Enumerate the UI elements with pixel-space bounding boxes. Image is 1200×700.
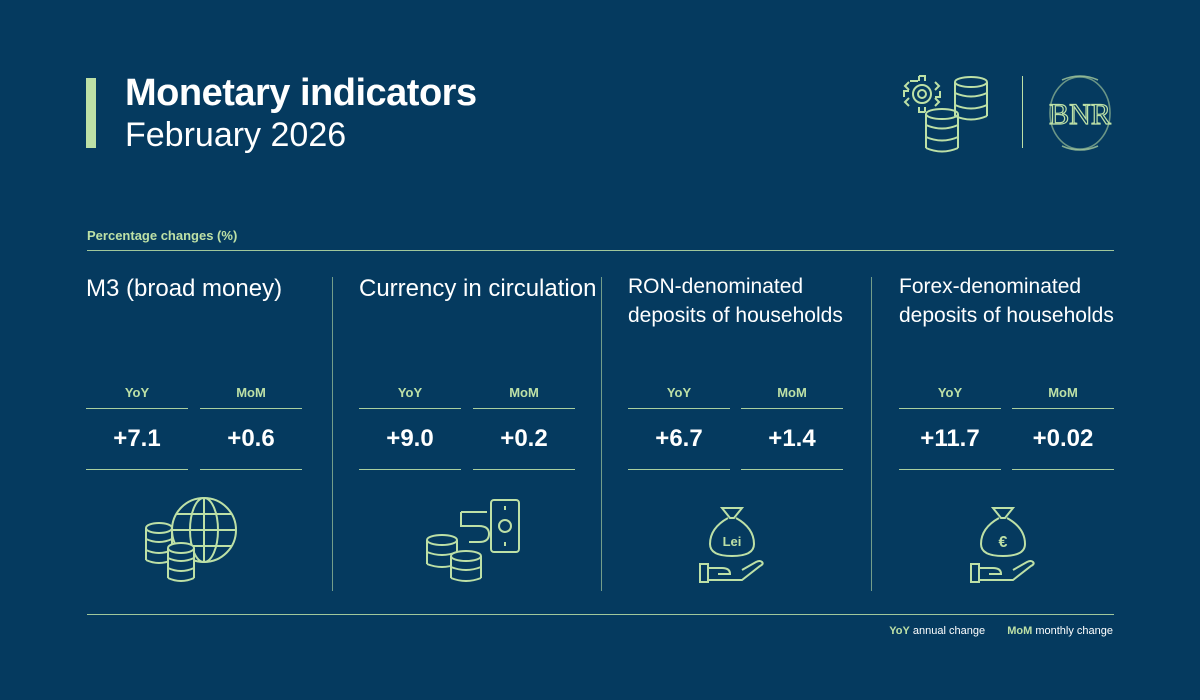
yoy-value: +9.0 [386,425,434,452]
mom-label: MoM [509,385,539,400]
gear-coins-icon [903,75,988,153]
legend-mom-abbr: MoM [1007,625,1033,637]
legend-yoy-text: annual change [912,625,986,637]
globe-coins-icon [145,497,237,582]
mom-label: MoM [236,385,266,400]
yoy-value: +7.1 [113,425,161,452]
top-rule [87,250,1114,251]
euro-money-bag-icon: € [970,507,1035,583]
bnr-monogram-logo: BNR [1049,75,1111,151]
title-accent-bar [86,78,96,148]
column-divider [332,277,333,591]
mom-value: +0.6 [227,425,275,452]
mom-label: MoM [1048,385,1078,400]
indicator-m3: M3 (broad money) YoY +7.1 MoM +0.6 [86,260,306,600]
mom-value: +0.02 [1032,425,1094,452]
indicator-forex-deposits: Forex-denominated deposits of households… [899,260,1129,600]
svg-text:€: € [999,534,1008,551]
yoy-metric: YoY +7.1 [86,260,188,470]
banknote-coins-icon [426,499,520,582]
legend: YoY annual change MoM monthly change [889,625,1113,637]
mom-metric: MoM +1.4 [741,260,843,470]
yoy-label: YoY [666,385,692,400]
column-divider [871,277,872,591]
svg-text:Lei: Lei [723,534,742,549]
indicator-currency: Currency in circulation YoY +9.0 MoM +0.… [359,260,596,600]
mom-value: +1.4 [768,425,816,452]
yoy-value: +11.7 [920,425,980,452]
yoy-metric: YoY +6.7 [628,260,730,470]
yoy-label: YoY [937,385,963,400]
yoy-metric: YoY +9.0 [359,260,461,470]
mom-metric: MoM +0.02 [1012,260,1114,470]
lei-money-bag-icon: Lei [699,507,764,583]
legend-mom-text: monthly change [1035,625,1113,637]
indicator-title: Forex-denominated deposits of households [899,275,1114,327]
page-title: Monetary indicators [125,72,477,114]
yoy-value: +6.7 [655,425,703,452]
mom-label: MoM [777,385,807,400]
indicator-title: RON-denominated deposits of households [628,275,843,327]
yoy-label: YoY [124,385,150,400]
yoy-metric: YoY +11.7 [899,260,1001,470]
mom-metric: MoM +0.6 [200,260,302,470]
svg-text:BNR: BNR [1049,98,1111,131]
mom-metric: MoM +0.2 [473,260,575,470]
legend-yoy-abbr: YoY [889,625,910,637]
header-divider [1022,76,1023,148]
indicator-ron-deposits: RON-denominated deposits of households Y… [628,260,858,600]
mom-value: +0.2 [500,425,548,452]
bottom-rule [87,614,1114,615]
page-subtitle: February 2026 [125,116,347,154]
column-divider [601,277,602,591]
indicator-title: M3 (broad money) [86,275,283,302]
section-label: Percentage changes (%) [87,228,238,243]
indicator-title: Currency in circulation [359,275,597,302]
yoy-label: YoY [397,385,423,400]
